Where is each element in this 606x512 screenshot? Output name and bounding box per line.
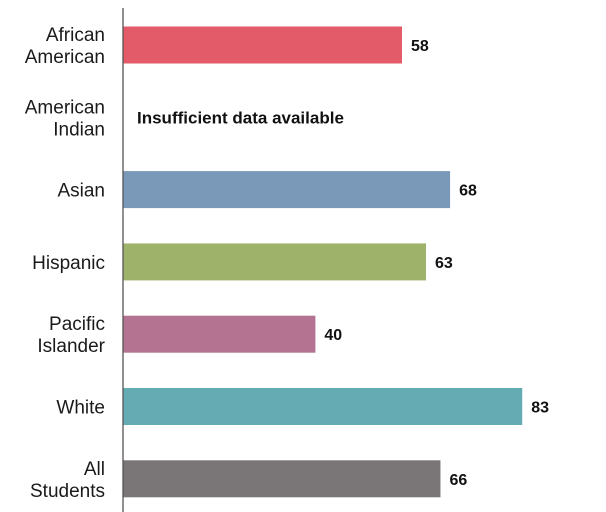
category-label-line: Asian [57,181,105,202]
category-label-line: Hispanic [32,253,105,274]
category-label-american-indian: American Indian [25,97,105,140]
category-label-hispanic: Hispanic [32,253,105,274]
category-label-asian: Asian [57,181,105,202]
category-label-line: African [46,25,105,46]
value-label-african-american: 58 [411,38,429,55]
bar-all-students [123,460,441,498]
bar-group [123,26,523,498]
value-label-white: 83 [531,400,549,417]
category-label-line: Students [30,481,105,502]
bar-african-american [123,26,402,64]
value-label-asian: 68 [459,183,477,200]
category-label-white: White [56,398,105,419]
category-label-line: White [56,398,105,419]
category-label-line: American [25,47,105,68]
bar-white [123,388,523,425]
annotations: Insufficient data available [137,108,344,127]
insufficient-data-note: Insufficient data available [137,108,344,127]
category-label-all-students: All Students [30,459,105,502]
bar-hispanic [123,243,427,281]
bar-pacific-islander [123,315,316,353]
category-label-line: All [84,459,105,480]
category-label-pacific-islander: Pacific Islander [37,314,105,357]
value-label-pacific-islander: 40 [324,327,342,344]
category-label-line: Indian [53,119,105,140]
category-label-african-american: African American [25,25,105,68]
value-labels: 58 68 63 40 83 66 [324,38,549,489]
category-label-line: American [25,97,105,118]
category-label-line: Islander [37,336,105,357]
value-label-all-students: 66 [449,472,467,489]
category-label-line: Pacific [49,314,105,335]
bar-asian [123,171,451,209]
value-label-hispanic: 63 [435,255,453,272]
